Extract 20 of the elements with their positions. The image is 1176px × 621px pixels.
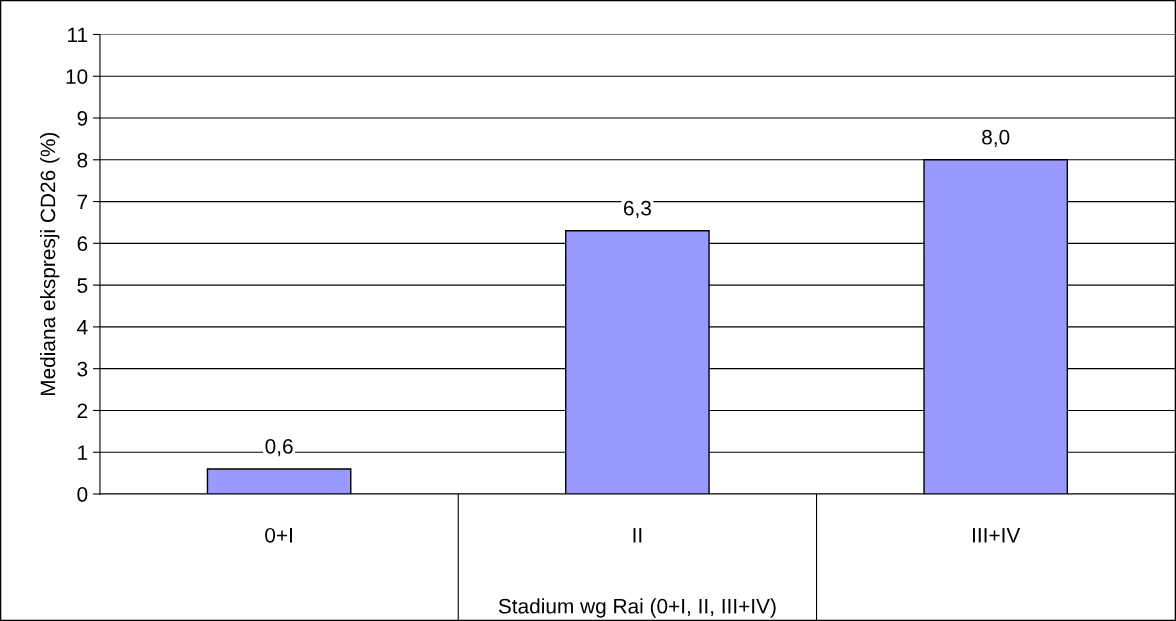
- y-tick-label: 8: [77, 152, 88, 168]
- y-tick-label: 3: [77, 361, 88, 377]
- y-tick-label: 6: [77, 236, 88, 252]
- y-tick-label: 7: [77, 194, 88, 210]
- y-tick-label: 11: [68, 27, 88, 43]
- y-tick-label: 10: [66, 69, 88, 84]
- x-tick-label: 0+I: [265, 527, 292, 543]
- y-tick-label: 5: [77, 278, 88, 293]
- x-tick-label: III+IV: [973, 528, 1021, 543]
- x-axis-title: Stadium wg Rai (0+I, II, III+IV): [498, 598, 776, 618]
- y-tick-label: 4: [77, 320, 88, 335]
- y-tick-label: 1: [78, 445, 88, 460]
- y-axis-title: Mediana ekspresji CD26 (%): [40, 132, 60, 396]
- data-label: 6,3: [623, 200, 651, 219]
- x-tick-label: II: [633, 528, 642, 543]
- y-tick-label: 0: [77, 487, 88, 502]
- data-label: 8,0: [982, 129, 1010, 148]
- y-tick-label: 2: [77, 403, 88, 418]
- y-tick-label: 9: [77, 111, 88, 126]
- data-label: 0,6: [265, 438, 293, 457]
